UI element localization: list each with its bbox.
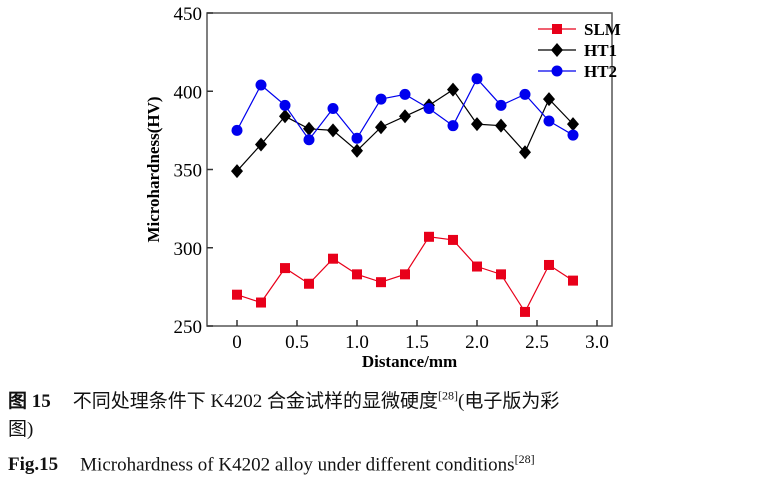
data-point-ht1 — [519, 145, 531, 160]
y-tick-label: 400 — [174, 82, 203, 103]
legend-marker-ht1 — [551, 43, 563, 57]
x-tick-label: 0.5 — [285, 332, 309, 353]
legend-label-ht2: HT2 — [584, 62, 617, 81]
data-point-ht2 — [303, 134, 315, 146]
data-point-ht1 — [279, 109, 291, 124]
data-point-ht2 — [567, 129, 579, 141]
data-point-ht2 — [231, 124, 243, 136]
data-point-ht2 — [327, 102, 339, 114]
data-point-ht2 — [471, 73, 483, 85]
data-point-ht1 — [303, 121, 315, 136]
caption-cn-suffix: (电子版为彩 — [458, 391, 560, 412]
data-point-slm — [376, 277, 386, 288]
data-point-ht2 — [447, 120, 459, 132]
data-point-ht2 — [519, 88, 531, 100]
data-point-ht1 — [471, 117, 483, 132]
legend-marker-ht2 — [551, 65, 563, 77]
data-point-ht1 — [567, 117, 579, 132]
x-tick-label: 3.0 — [585, 332, 609, 353]
caption-en: Fig.15 Microhardness of K4202 alloy under… — [8, 452, 535, 476]
legend-label-slm: SLM — [584, 20, 621, 39]
y-tick-label: 450 — [174, 4, 203, 25]
data-point-ht2 — [375, 93, 387, 105]
data-point-slm — [568, 275, 578, 286]
x-tick-label: 0 — [232, 332, 242, 353]
x-tick-label: 2.5 — [525, 332, 549, 353]
data-point-slm — [304, 278, 314, 289]
legend-label-ht1: HT1 — [584, 41, 617, 60]
data-point-ht1 — [447, 82, 459, 97]
caption-cn: 图 15 不同处理条件下 K4202 合金试样的显微硬度[28](电子版为彩 — [8, 386, 559, 413]
caption-cn-ref: [28] — [438, 388, 458, 403]
y-tick-label: 300 — [174, 239, 203, 260]
y-axis-label: Microhardness(HV) — [144, 96, 163, 242]
x-axis-label: Distance/mm — [362, 352, 457, 370]
data-point-ht2 — [543, 115, 555, 127]
caption-en-text: Microhardness of K4202 alloy under diffe… — [80, 454, 515, 476]
data-point-ht1 — [399, 109, 411, 124]
data-point-ht2 — [423, 102, 435, 114]
data-point-slm — [400, 269, 410, 280]
data-point-ht1 — [327, 123, 339, 138]
data-point-slm — [448, 234, 458, 245]
data-point-ht1 — [351, 143, 363, 158]
data-point-slm — [232, 289, 242, 300]
legend-marker-slm — [552, 24, 562, 34]
data-point-slm — [328, 253, 338, 264]
x-tick-label: 1.0 — [345, 332, 369, 353]
y-tick-label: 250 — [174, 317, 203, 338]
data-point-slm — [352, 269, 362, 280]
data-point-slm — [496, 269, 506, 280]
caption-cn-text: 不同处理条件下 K4202 合金试样的显微硬度 — [72, 391, 438, 412]
data-point-ht1 — [543, 92, 555, 107]
caption-cn-line2: 图) — [8, 419, 34, 440]
caption-cn-label: 图 15 — [8, 391, 51, 412]
data-point-slm — [424, 231, 434, 242]
data-point-slm — [544, 259, 554, 270]
data-point-ht1 — [375, 120, 387, 135]
y-tick-label: 350 — [174, 161, 203, 182]
data-point-ht2 — [495, 99, 507, 111]
data-point-ht1 — [231, 164, 243, 179]
data-point-ht2 — [399, 88, 411, 100]
microhardness-chart: 250 300 350 400 450 0 0.5 1.0 1.5 2.0 2.5 3.0 Distan… — [144, 4, 621, 370]
data-point-slm — [520, 306, 530, 317]
x-tick-label: 2.0 — [465, 332, 489, 353]
data-point-ht2 — [351, 132, 363, 144]
caption-en-ref: [28] — [514, 452, 535, 466]
data-point-slm — [280, 263, 290, 274]
caption-en-label: Fig.15 — [8, 454, 59, 476]
data-point-slm — [472, 261, 482, 272]
data-point-ht1 — [255, 137, 267, 152]
data-point-slm — [256, 297, 266, 308]
data-point-ht1 — [495, 118, 507, 133]
data-point-ht2 — [279, 99, 291, 111]
x-tick-label: 1.5 — [405, 332, 429, 353]
data-point-ht2 — [255, 79, 267, 91]
